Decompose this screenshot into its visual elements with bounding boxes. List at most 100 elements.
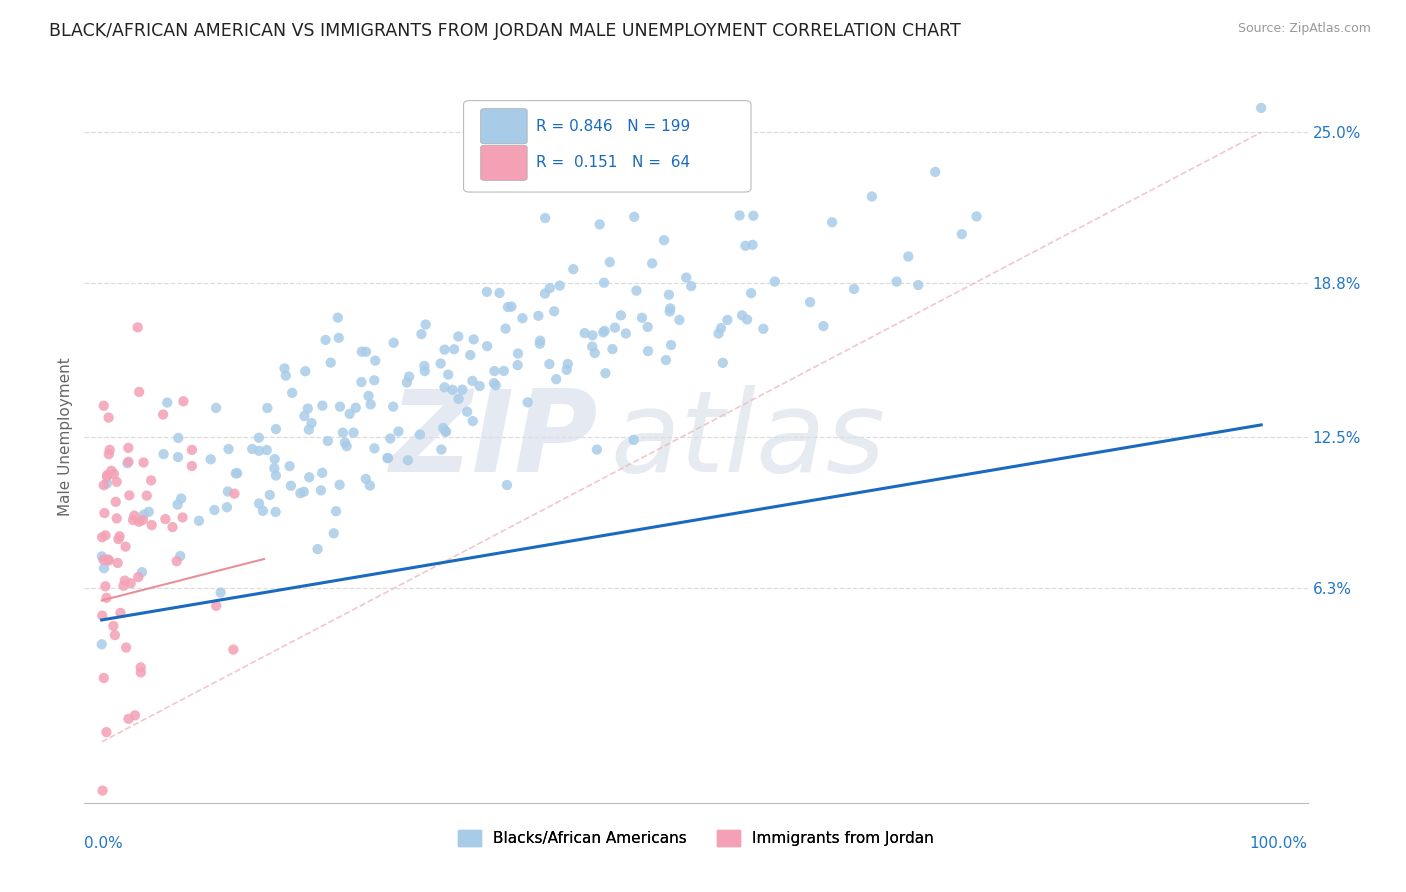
Point	[574, 326, 596, 340]
Point	[415, 318, 437, 332]
Point	[475, 285, 498, 299]
Point	[329, 400, 352, 414]
Point	[333, 435, 356, 450]
Point	[501, 300, 523, 314]
Point	[496, 300, 519, 314]
Point	[225, 467, 247, 481]
Point	[603, 320, 626, 334]
Point	[344, 401, 367, 415]
Point	[623, 210, 645, 224]
Point	[307, 542, 329, 557]
Point	[363, 373, 385, 387]
Point	[752, 322, 775, 336]
Point	[316, 434, 339, 448]
Point	[264, 422, 287, 436]
Point	[294, 364, 316, 378]
Text: R =  0.151   N =  64: R = 0.151 N = 64	[536, 155, 690, 170]
Point	[799, 295, 821, 310]
Point	[240, 442, 263, 456]
Point	[205, 599, 228, 613]
Point	[468, 379, 491, 393]
Point	[93, 553, 115, 567]
Point	[548, 278, 571, 293]
Point	[132, 508, 155, 522]
Point	[731, 309, 754, 323]
Point	[350, 375, 373, 389]
Point	[395, 376, 418, 390]
Point	[860, 189, 883, 203]
Point	[527, 309, 550, 323]
Point	[311, 399, 333, 413]
Point	[546, 372, 568, 386]
Point	[897, 250, 920, 264]
Point	[434, 425, 457, 439]
Point	[555, 363, 578, 377]
Point	[413, 359, 436, 373]
Point	[387, 425, 409, 439]
Point	[128, 515, 150, 529]
Point	[117, 456, 139, 470]
Point	[217, 484, 239, 499]
Point	[716, 313, 738, 327]
Text: atlas: atlas	[610, 385, 886, 496]
Point	[91, 530, 114, 544]
Point	[96, 591, 118, 605]
Point	[495, 321, 517, 335]
Point	[152, 447, 174, 461]
Point	[447, 392, 470, 406]
Point	[129, 665, 152, 680]
Point	[382, 400, 405, 414]
Point	[218, 442, 240, 456]
Point	[90, 637, 112, 651]
Text: BLACK/AFRICAN AMERICAN VS IMMIGRANTS FROM JORDAN MALE UNEMPLOYMENT CORRELATION C: BLACK/AFRICAN AMERICAN VS IMMIGRANTS FRO…	[49, 22, 960, 40]
Point	[204, 503, 226, 517]
Point	[156, 395, 179, 409]
Point	[247, 431, 270, 445]
Point	[742, 209, 765, 223]
Point	[122, 513, 145, 527]
Point	[461, 374, 484, 388]
Point	[124, 708, 146, 723]
Point	[103, 619, 125, 633]
Y-axis label: Male Unemployment: Male Unemployment	[58, 358, 73, 516]
Point	[377, 450, 399, 465]
Point	[623, 433, 645, 447]
Point	[297, 401, 319, 416]
Point	[120, 576, 142, 591]
Point	[273, 361, 295, 376]
Point	[842, 282, 865, 296]
Point	[329, 477, 352, 491]
Point	[107, 556, 129, 570]
FancyBboxPatch shape	[481, 145, 527, 180]
Point	[907, 278, 929, 293]
Point	[506, 346, 529, 360]
Point	[259, 488, 281, 502]
Point	[557, 357, 579, 371]
Point	[264, 505, 287, 519]
Point	[278, 459, 301, 474]
Point	[117, 712, 139, 726]
Point	[114, 574, 136, 588]
Point	[322, 526, 344, 541]
Point	[599, 255, 621, 269]
Point	[247, 496, 270, 510]
Point	[728, 209, 751, 223]
Point	[152, 408, 174, 422]
Point	[614, 326, 637, 341]
Point	[127, 320, 149, 334]
Point	[506, 358, 529, 372]
Point	[93, 506, 115, 520]
Point	[675, 270, 697, 285]
Point	[496, 478, 519, 492]
Point	[589, 218, 612, 232]
Point	[172, 510, 194, 524]
Point	[94, 579, 117, 593]
Point	[434, 425, 457, 439]
Point	[534, 286, 557, 301]
Point	[264, 468, 287, 483]
Point	[492, 364, 515, 378]
Point	[128, 384, 150, 399]
Point	[354, 344, 377, 359]
Point	[215, 500, 238, 515]
Point	[354, 472, 377, 486]
